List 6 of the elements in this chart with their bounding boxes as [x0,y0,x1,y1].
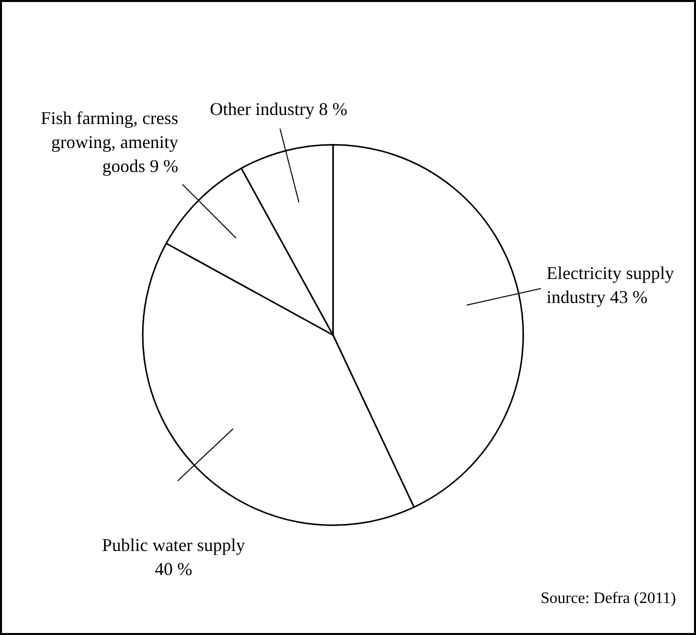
source-note: Source: Defra (2011) [540,590,676,608]
slice-label: Fish farming, cress growing, amenity goods 9 % [40,108,178,176]
slice-label: Other industry 8 % [210,98,348,119]
slice-label: Public water supply [102,534,246,555]
data-label: 40 % [154,558,192,579]
slice-label: Electricity supply industry 43 % [546,263,674,308]
